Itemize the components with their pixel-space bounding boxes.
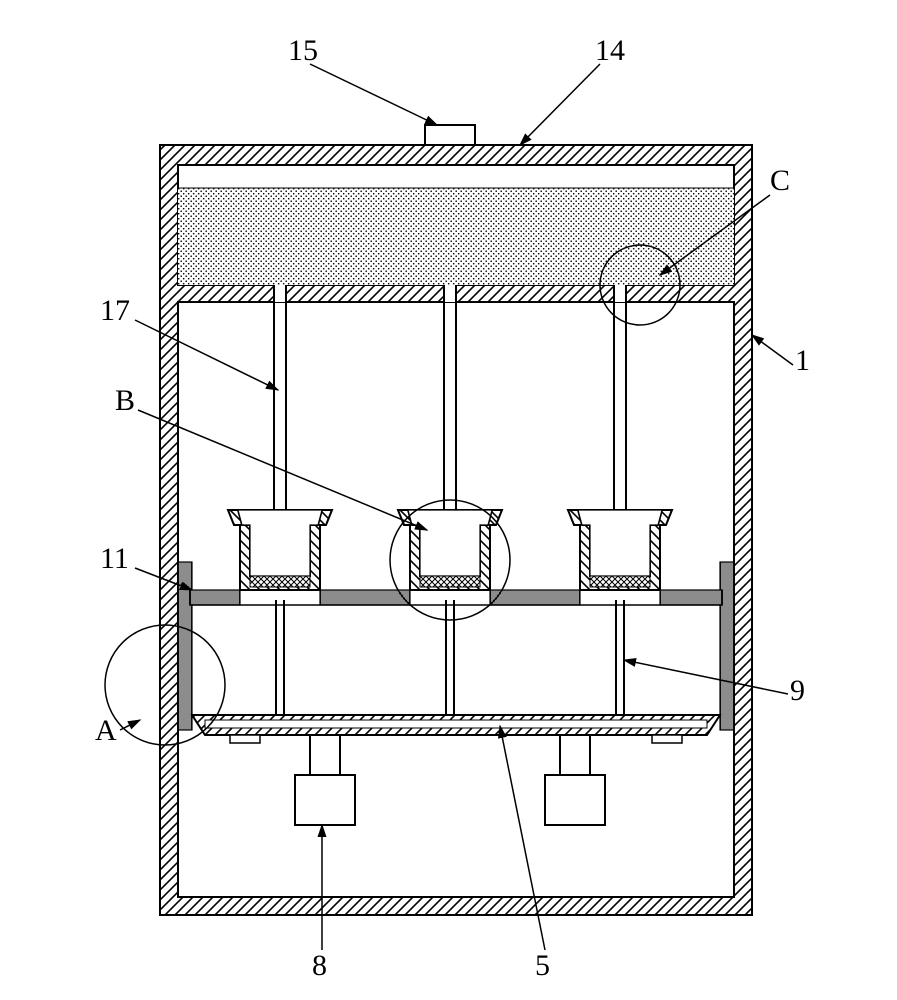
shelf-side-right	[720, 562, 734, 730]
plate-tab-0	[230, 735, 260, 743]
num-15: 15	[288, 34, 318, 67]
shelf-segment-3	[660, 590, 722, 605]
cup-bottom-1	[420, 576, 480, 587]
pedestal-stem-0	[310, 735, 340, 775]
num-17: 17	[100, 294, 130, 327]
stipple-fill	[178, 188, 734, 285]
num-14: 14	[595, 34, 625, 67]
leader-letter-A	[120, 720, 140, 730]
num-1: 1	[795, 344, 810, 377]
pedestal-base-0	[295, 775, 355, 825]
shelf-segment-0	[190, 590, 240, 605]
pipe-upper-gap-0	[274, 285, 286, 302]
leader-num-15	[310, 64, 437, 125]
letter-A: A	[95, 714, 117, 747]
cup-bottom-2	[590, 576, 650, 587]
cup-bottom-0	[250, 576, 310, 587]
num-8: 8	[312, 949, 327, 982]
shelf-segment-2	[490, 590, 580, 605]
cup-cavity-2	[578, 510, 662, 576]
leader-num-14	[520, 64, 600, 145]
leader-num-1	[752, 335, 793, 365]
pipe-upper-gap-1	[444, 285, 456, 302]
cup-cavity-1	[408, 510, 492, 576]
shelf-segment-1	[320, 590, 410, 605]
leader-num-9	[624, 660, 788, 694]
leader-num-5	[500, 726, 545, 950]
plate-tab-1	[652, 735, 682, 743]
num-5: 5	[535, 949, 550, 982]
lower-plate-inner	[205, 720, 707, 728]
top-port	[425, 125, 475, 145]
cup-cavity-0	[238, 510, 322, 576]
letter-B: B	[115, 384, 135, 417]
pedestal-base-1	[545, 775, 605, 825]
num-9: 9	[790, 674, 805, 707]
pipe-upper-gap-2	[614, 285, 626, 302]
letter-C: C	[770, 164, 790, 197]
pedestal-stem-1	[560, 735, 590, 775]
leader-num-17	[135, 320, 278, 390]
num-11: 11	[100, 542, 129, 575]
